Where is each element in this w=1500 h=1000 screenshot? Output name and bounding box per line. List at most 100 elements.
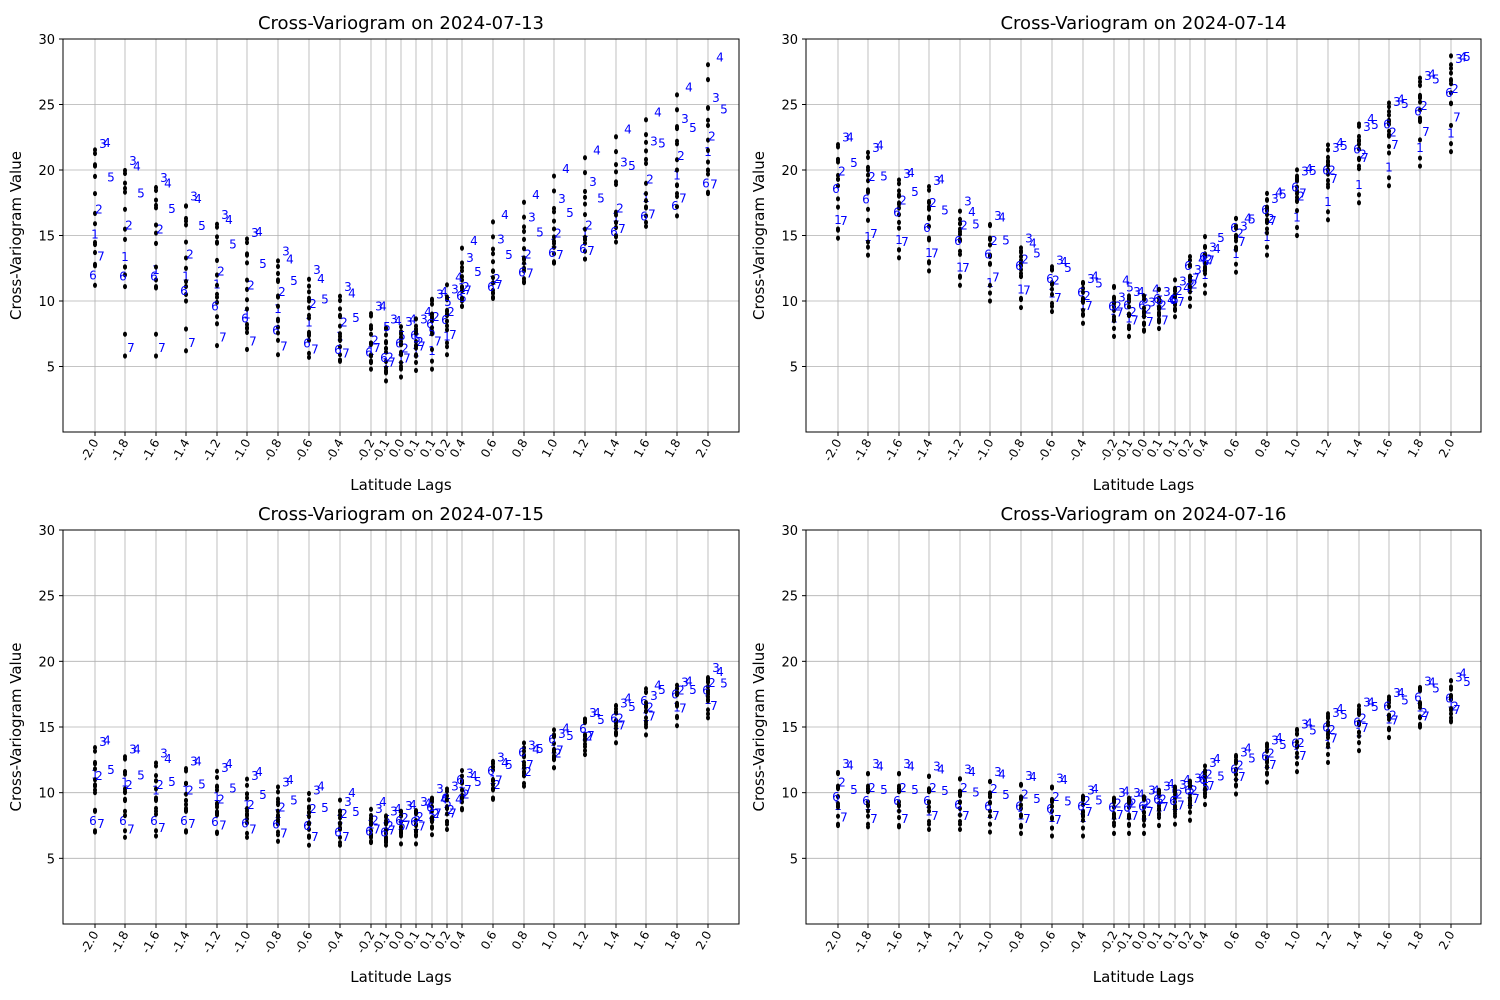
series-label: 4 [876, 138, 884, 152]
series-label: 5 [1156, 294, 1164, 308]
data-point [384, 378, 388, 384]
series-label: 4 [1029, 237, 1037, 251]
data-point-secondary [1326, 722, 1330, 728]
series-label: 6 [1046, 802, 1054, 816]
series-label: 3 [903, 167, 911, 181]
series-label: 6 [640, 209, 648, 223]
data-point-secondary [93, 150, 97, 157]
data-point [1081, 320, 1085, 326]
data-point-secondary [430, 797, 434, 803]
series-label: 2 [217, 793, 225, 807]
series-label: 5 [911, 783, 919, 797]
data-point-secondary [1265, 744, 1269, 750]
series-label: 1 [182, 269, 190, 283]
data-point [1387, 183, 1391, 189]
data-point [245, 834, 249, 840]
data-point-secondary [399, 342, 403, 348]
data-point [522, 783, 526, 789]
data-point-secondary [93, 147, 97, 153]
series-label: 5 [566, 729, 574, 743]
series-label: 2 [677, 149, 685, 163]
x-tick-label: -2.0 [821, 929, 845, 956]
data-point [1188, 797, 1192, 804]
series-label: 7 [97, 249, 105, 263]
series-label: 2 [1144, 302, 1152, 316]
y-axis-label: Cross-Variogram Value [750, 151, 768, 320]
data-point [1326, 744, 1330, 750]
series-label: 7 [992, 809, 1000, 823]
series-label: 7 [464, 783, 472, 797]
series-label: 7 [618, 719, 626, 733]
series-label: 3 [1455, 670, 1463, 684]
series-label: 6 [893, 205, 901, 219]
series-label: 7 [648, 207, 656, 221]
series-label: 3 [1301, 165, 1309, 179]
data-point [1265, 770, 1269, 776]
data-point-secondary [1387, 128, 1391, 134]
data-point [927, 808, 931, 814]
series-label: 5 [720, 102, 728, 116]
data-point [1357, 748, 1361, 754]
series-label: 4 [286, 252, 294, 266]
series-label: 6 [1230, 221, 1238, 235]
series-label: 6 [410, 815, 418, 829]
data-point [1418, 163, 1422, 169]
series-label: 6 [211, 300, 219, 314]
data-point [245, 329, 249, 336]
data-point [369, 838, 373, 844]
series-label: 6 [832, 790, 840, 804]
series-label: 5 [107, 763, 115, 777]
series-label: 7 [870, 812, 878, 826]
series-label: 7 [1116, 306, 1124, 320]
y-tick-label: 20 [781, 655, 798, 670]
series-label: 7 [1161, 800, 1169, 814]
data-point [1295, 754, 1299, 760]
data-point [384, 839, 388, 846]
series-label: 4 [1336, 702, 1344, 716]
series-label: 7 [188, 817, 196, 831]
x-tick-label: 0.8 [1252, 929, 1274, 953]
data-point [614, 234, 618, 240]
data-point-secondary [1387, 112, 1391, 118]
series-label: 4 [164, 176, 172, 190]
data-point [1127, 821, 1131, 827]
data-point [430, 832, 434, 838]
series-label: 7 [388, 355, 396, 369]
data-point-secondary [706, 683, 710, 690]
data-point-secondary [1142, 305, 1146, 311]
series-label: 6 [1138, 298, 1146, 312]
x-tick-label: -0.6 [1035, 929, 1059, 956]
data-point-secondary [307, 283, 311, 289]
data-point-secondary [1142, 795, 1146, 802]
data-point [614, 725, 618, 731]
y-tick-label: 5 [790, 852, 798, 867]
series-label: 2 [1052, 273, 1060, 287]
series-label: 3 [1133, 786, 1141, 800]
series-label: 6 [1383, 118, 1391, 132]
series-label: 3 [1118, 290, 1126, 304]
data-point [123, 180, 127, 186]
data-point-secondary [93, 766, 97, 772]
x-tick-label: -1.0 [973, 929, 997, 956]
data-point [1173, 821, 1177, 827]
series-label: 4 [1367, 112, 1375, 126]
series-label: 6 [211, 815, 219, 829]
data-point [460, 303, 464, 309]
data-point-secondary [866, 802, 870, 808]
series-label: 3 [1087, 272, 1095, 286]
data-point-secondary [369, 323, 373, 329]
series-label: 6 [1077, 799, 1085, 813]
data-point [184, 797, 188, 804]
data-point-secondary [988, 221, 992, 228]
data-point-secondary [460, 778, 464, 784]
data-point-secondary [988, 236, 992, 242]
series-label: 6 [303, 336, 311, 350]
data-point-secondary [614, 219, 618, 226]
data-point [445, 323, 449, 329]
series-label: 7 [1116, 808, 1124, 822]
series-label: 6 [1153, 292, 1161, 306]
series-label: 3 [1087, 783, 1095, 797]
series-label: 2 [960, 781, 968, 795]
data-point-secondary [184, 780, 188, 786]
data-point-secondary [154, 811, 158, 817]
